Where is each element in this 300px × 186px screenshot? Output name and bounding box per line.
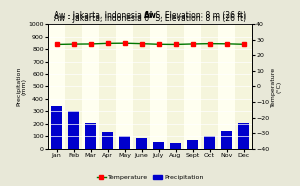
- Bar: [150, 24, 167, 149]
- Bar: [101, 132, 113, 149]
- Bar: [85, 123, 97, 149]
- Bar: [82, 24, 99, 149]
- Bar: [68, 111, 80, 149]
- Title: Aw - Jakarta, Indonesia 6° S, Elevation: 8 m (26 ft): Aw - Jakarta, Indonesia 6° S, Elevation:…: [54, 14, 246, 23]
- Bar: [187, 140, 199, 149]
- Bar: [50, 106, 62, 149]
- Bar: [201, 24, 218, 149]
- Text: Aw: Aw: [144, 11, 156, 20]
- Bar: [235, 24, 252, 149]
- Bar: [48, 24, 65, 149]
- Bar: [167, 24, 184, 149]
- Bar: [136, 138, 148, 149]
- Bar: [99, 24, 116, 149]
- Bar: [153, 142, 164, 149]
- Bar: [218, 24, 235, 149]
- Bar: [220, 131, 232, 149]
- Bar: [133, 24, 150, 149]
- Bar: [118, 136, 130, 149]
- Text: Aw - Jakarta, Indonesia 6° S, Elevation: 8 m (26 ft): Aw - Jakarta, Indonesia 6° S, Elevation:…: [54, 11, 246, 20]
- Bar: [238, 123, 250, 149]
- Bar: [116, 24, 133, 149]
- Bar: [204, 136, 215, 149]
- Y-axis label: Precipitation
(mm): Precipitation (mm): [16, 67, 27, 106]
- Y-axis label: Temperature
(°C): Temperature (°C): [271, 66, 281, 107]
- Legend: Temperature, Precipitation: Temperature, Precipitation: [94, 172, 206, 183]
- Bar: [65, 24, 82, 149]
- Bar: [184, 24, 201, 149]
- Bar: [169, 142, 181, 149]
